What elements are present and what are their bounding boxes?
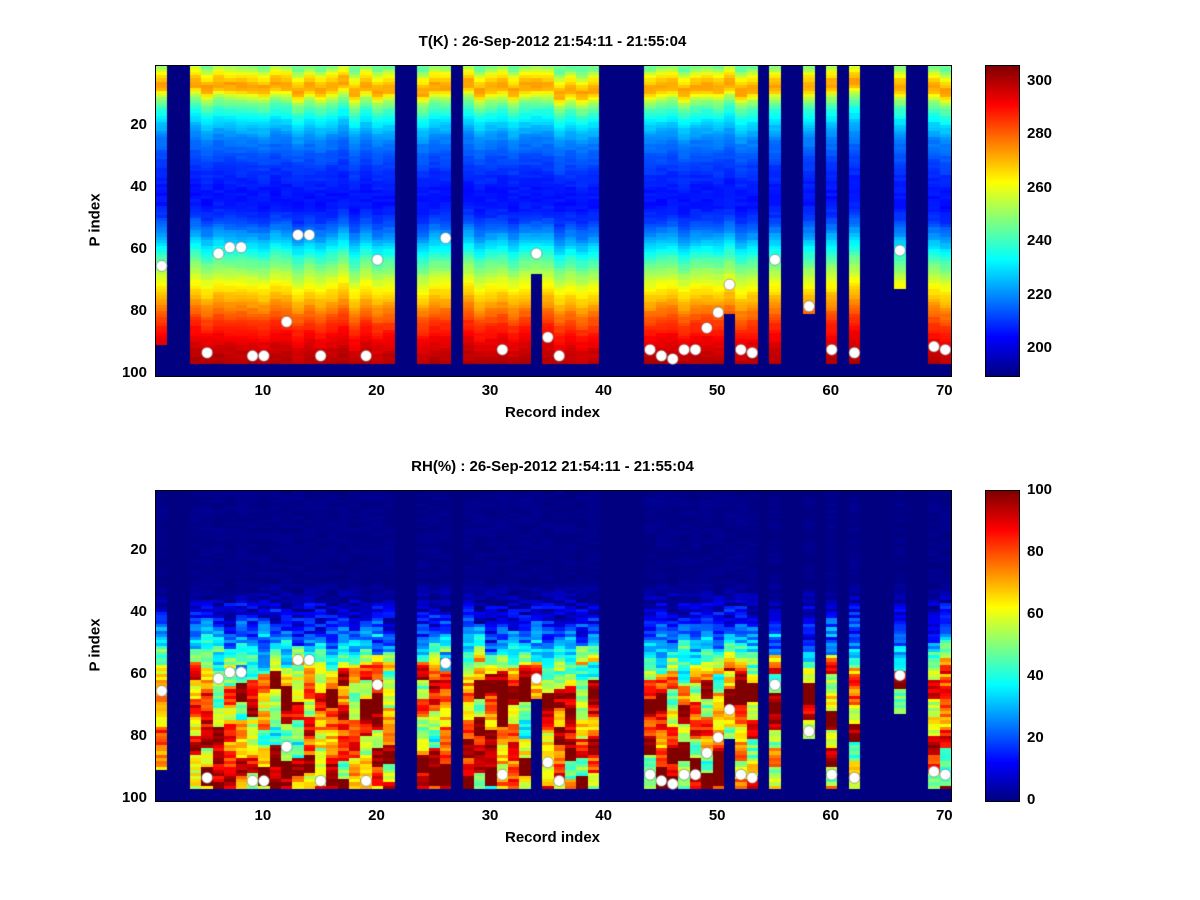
temperature-plot-title: T(K) : 26-Sep-2012 21:54:11 - 21:55:04 bbox=[418, 33, 687, 50]
colorbar-tick-label: 80 bbox=[1027, 543, 1044, 560]
x-tick-label: 10 bbox=[254, 807, 272, 824]
y-tick-label: 100 bbox=[121, 789, 147, 807]
temperature-heatmap bbox=[155, 65, 952, 377]
colorbar-tick-label: 20 bbox=[1027, 729, 1044, 746]
colorbar-tick-label: 220 bbox=[1027, 285, 1053, 303]
x-tick-label: 20 bbox=[368, 382, 385, 399]
y-tick-label: 40 bbox=[130, 603, 147, 621]
humidity-plot-title: RH(%) : 26-Sep-2012 21:54:11 - 21:55:04 bbox=[411, 458, 694, 475]
x-tick-label: 10 bbox=[254, 382, 272, 399]
y-tick-label: 60 bbox=[130, 665, 147, 683]
y-tick-label: 100 bbox=[121, 364, 147, 382]
humidity-plot-ylabel: P index bbox=[86, 618, 104, 672]
y-tick-label: 20 bbox=[130, 541, 147, 559]
colorbar-tick-label: 280 bbox=[1027, 125, 1053, 143]
y-tick-label: 40 bbox=[130, 178, 147, 196]
x-tick-label: 50 bbox=[708, 382, 726, 399]
colorbar-tick-label: 40 bbox=[1027, 667, 1044, 684]
y-tick-label: 20 bbox=[130, 116, 147, 134]
colorbar-tick-label: 200 bbox=[1027, 339, 1053, 357]
x-tick-label: 70 bbox=[935, 807, 953, 824]
colorbar-tick-label: 0 bbox=[1027, 791, 1036, 808]
colorbar-tick-label: 240 bbox=[1027, 232, 1053, 250]
y-tick-label: 80 bbox=[130, 302, 147, 320]
y-tick-label: 80 bbox=[130, 727, 147, 745]
humidity-plot-xlabel: Record index bbox=[504, 829, 601, 846]
colorbar-tick-label: 60 bbox=[1027, 605, 1044, 622]
x-tick-label: 20 bbox=[368, 807, 385, 824]
temperature-plot-ylabel: P index bbox=[86, 193, 104, 247]
x-tick-label: 30 bbox=[481, 807, 499, 824]
x-tick-label: 40 bbox=[595, 382, 612, 399]
y-tick-label: 60 bbox=[130, 240, 147, 258]
colorbar-tick-label: 260 bbox=[1027, 178, 1053, 196]
x-tick-label: 60 bbox=[822, 807, 840, 824]
humidity-heatmap bbox=[155, 490, 952, 802]
humidity-colorbar bbox=[985, 490, 1020, 802]
x-tick-label: 30 bbox=[481, 382, 499, 399]
x-tick-label: 60 bbox=[822, 382, 840, 399]
temperature-plot-xlabel: Record index bbox=[504, 404, 601, 421]
colorbar-tick-label: 300 bbox=[1027, 72, 1053, 90]
x-tick-label: 50 bbox=[708, 807, 726, 824]
colorbar-tick-label: 100 bbox=[1027, 481, 1053, 498]
x-tick-label: 40 bbox=[595, 807, 612, 824]
temperature-colorbar bbox=[985, 65, 1020, 377]
x-tick-label: 70 bbox=[935, 382, 953, 399]
